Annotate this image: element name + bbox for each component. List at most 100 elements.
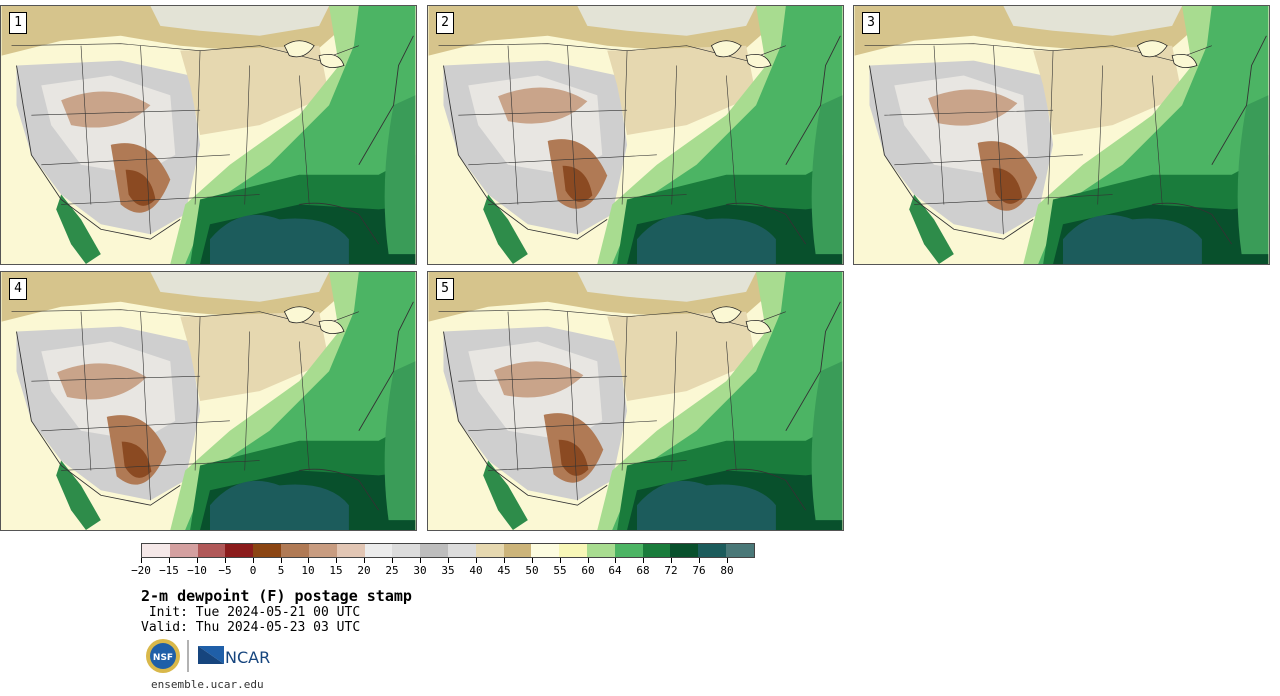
colorbar-tick <box>225 558 226 563</box>
colorbar-tick-label: 40 <box>469 564 483 577</box>
mexico-coast <box>483 194 528 264</box>
great-lakes <box>710 40 772 68</box>
colorbar-swatch <box>559 544 587 557</box>
colorbar-tick <box>615 558 616 563</box>
colorbar-tick-label: 45 <box>497 564 511 577</box>
colorbar-tick-label: 68 <box>636 564 650 577</box>
border-lines <box>864 35 1267 245</box>
region-dry-1 <box>498 87 588 124</box>
gulf-of-mexico <box>636 480 776 530</box>
great-lakes <box>283 306 345 334</box>
region-dry-3 <box>125 169 156 206</box>
colorbar-tick-label: 64 <box>608 564 622 577</box>
colorbar-swatch <box>308 544 337 557</box>
colorbar-tick-label: 15 <box>329 564 343 577</box>
colorbar-swatch <box>364 544 393 557</box>
region-dry-1 <box>494 361 584 398</box>
great-lakes <box>710 306 772 334</box>
panel-label-1: 1 <box>9 12 27 34</box>
colorbar-tick-label: 60 <box>581 564 595 577</box>
colorbar-tick-label: 72 <box>664 564 678 577</box>
colorbar-tick-label: 5 <box>277 564 285 577</box>
stamp-panel-3: 3 <box>853 5 1270 265</box>
colorbar-tick-label: 20 <box>357 564 371 577</box>
site-url: ensemble.ucar.edu <box>151 678 264 691</box>
colorbar-tick <box>392 558 393 563</box>
colorbar-tick <box>197 558 198 563</box>
colorbar-swatch <box>642 544 671 557</box>
region-plains <box>607 311 757 401</box>
mexico-coast <box>483 460 528 530</box>
colorbar-tick <box>560 558 561 563</box>
colorbar-tick <box>169 558 170 563</box>
gulf-of-mexico <box>1062 214 1202 264</box>
region-north-gray <box>150 272 330 302</box>
colorbar-swatch <box>169 544 198 557</box>
colorbar-swatch <box>503 544 532 557</box>
region-north-gray <box>577 272 757 302</box>
colorbar-tick <box>141 558 142 563</box>
mexico-coast <box>56 460 101 530</box>
border-lines <box>438 35 841 245</box>
colorbar-swatch <box>614 544 643 557</box>
colorbar <box>141 543 755 558</box>
stamp-panel-2: 2 <box>427 5 844 265</box>
region-dry-1 <box>928 89 1018 126</box>
colorbar-tick <box>364 558 365 563</box>
page-title: 2-m dewpoint (F) postage stamp <box>141 587 412 605</box>
colorbar-tick-label: 30 <box>413 564 427 577</box>
border-lines <box>11 301 414 511</box>
gulf-of-mexico <box>209 480 349 530</box>
dewpoint-map-5 <box>428 272 843 530</box>
panel-label-4: 4 <box>9 278 27 300</box>
colorbar-tick <box>253 558 254 563</box>
atlantic-offshore <box>384 95 416 255</box>
colorbar-swatch <box>197 544 226 557</box>
colorbar-swatch <box>336 544 365 557</box>
mexico-coast <box>56 194 101 264</box>
colorbar-tick-label: −5 <box>218 564 232 577</box>
region-north-gray <box>1003 6 1183 36</box>
colorbar-tick <box>448 558 449 563</box>
atlantic-offshore <box>811 361 843 521</box>
colorbar-tick <box>532 558 533 563</box>
colorbar-swatch <box>475 544 504 557</box>
colorbar-tick <box>504 558 505 563</box>
region-plains <box>180 45 330 135</box>
panel-label-5: 5 <box>436 278 454 300</box>
colorbar-tick <box>699 558 700 563</box>
dewpoint-map-2 <box>428 6 843 264</box>
great-lakes <box>1136 40 1198 68</box>
init-time: Init: Tue 2024-05-21 00 UTC <box>141 605 361 620</box>
colorbar-swatch <box>420 544 448 557</box>
region-dry-3 <box>121 441 152 478</box>
atlantic-offshore <box>811 95 843 255</box>
colorbar-swatch <box>281 544 309 557</box>
colorbar-tick <box>643 558 644 563</box>
region-plains <box>180 311 330 401</box>
colorbar-tick <box>671 558 672 563</box>
colorbar-tick <box>727 558 728 563</box>
colorbar-tick-label: 80 <box>720 564 734 577</box>
valid-time: Valid: Thu 2024-05-23 03 UTC <box>141 620 361 635</box>
region-north-gray <box>150 6 330 36</box>
stamp-panel-1: 1 <box>0 5 417 265</box>
dewpoint-map-4 <box>1 272 416 530</box>
panel-label-3: 3 <box>862 12 880 34</box>
region-dry-1 <box>61 91 151 128</box>
colorbar-tick-label: 76 <box>692 564 706 577</box>
great-lakes <box>283 40 345 68</box>
region-dry-3 <box>992 167 1023 204</box>
colorbar-tick <box>281 558 282 563</box>
colorbar-tick-label: −20 <box>131 564 151 577</box>
mexico-coast <box>909 194 954 264</box>
nsf-logo-text: NSF <box>153 653 173 663</box>
panel-label-2: 2 <box>436 12 454 34</box>
colorbar-swatch <box>225 544 254 557</box>
ncar-logo-text: NCAR <box>225 648 270 667</box>
colorbar-swatch <box>447 544 476 557</box>
atlantic-offshore <box>1237 95 1269 255</box>
dewpoint-map-3 <box>854 6 1269 264</box>
colorbar-tick-label: 50 <box>525 564 539 577</box>
colorbar-tick-label: 10 <box>301 564 315 577</box>
